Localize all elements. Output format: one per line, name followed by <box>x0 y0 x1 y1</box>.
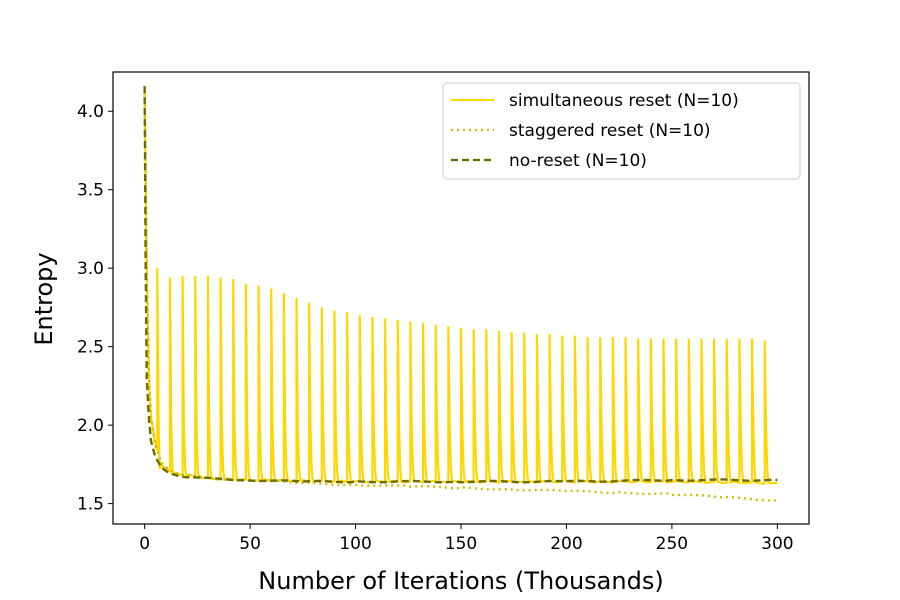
plot-area <box>143 86 778 502</box>
x-tick-label: 300 <box>761 534 793 554</box>
x-tick-label: 200 <box>550 534 582 554</box>
x-tick-label: 150 <box>445 534 477 554</box>
legend-label-simultaneous-reset: simultaneous reset (N=10) <box>509 91 739 111</box>
series-line-no-reset <box>143 86 778 484</box>
x-tick-label: 250 <box>656 534 688 554</box>
legend: simultaneous reset (N=10) staggered rese… <box>442 82 801 180</box>
y-tick-label: 3.5 <box>77 181 104 201</box>
legend-frame <box>442 82 801 180</box>
x-tick-label: 100 <box>339 534 371 554</box>
y-tick-label: 4.0 <box>77 102 104 122</box>
legend-label-staggered-reset: staggered reset (N=10) <box>509 121 711 141</box>
axes: 0 50 100 150 200 250 300 1.5 2.0 2.5 3.0 3.5 4.0 <box>77 71 810 554</box>
x-tick-label: 50 <box>239 534 261 554</box>
y-axis-label: Entropy <box>30 252 58 345</box>
y-tick-label: 2.5 <box>77 338 104 358</box>
y-tick-label: 2.0 <box>77 416 104 436</box>
y-tick-label: 1.5 <box>77 495 104 515</box>
x-tick-label: 0 <box>139 534 150 554</box>
x-axis-label: Number of Iterations (Thousands) <box>258 567 663 595</box>
y-tick-label: 3.0 <box>77 259 104 279</box>
legend-label-no-reset: no-reset (N=10) <box>509 151 647 171</box>
